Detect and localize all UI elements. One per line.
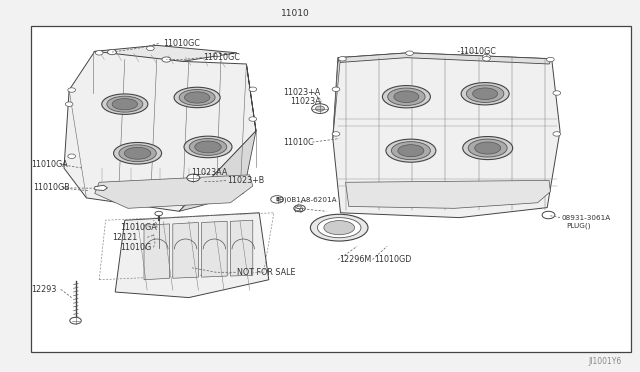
Circle shape (147, 46, 154, 51)
Ellipse shape (467, 85, 504, 102)
Text: 11010GA: 11010GA (31, 160, 67, 169)
Circle shape (249, 87, 257, 92)
Polygon shape (173, 222, 198, 278)
Circle shape (542, 211, 555, 219)
Text: 11023+B: 11023+B (227, 176, 264, 185)
Polygon shape (95, 45, 237, 61)
Ellipse shape (174, 87, 220, 108)
Text: 12296M: 12296M (339, 255, 371, 264)
Circle shape (108, 49, 116, 55)
Ellipse shape (114, 142, 161, 164)
Bar (31, 26, 631, 352)
Text: (B)0B1A8-6201A: (B)0B1A8-6201A (276, 197, 337, 203)
Text: 08931-3061A: 08931-3061A (562, 215, 611, 221)
Ellipse shape (386, 139, 436, 162)
Circle shape (316, 106, 324, 111)
Polygon shape (144, 224, 170, 280)
Text: NOT FOR SALE: NOT FOR SALE (237, 268, 295, 277)
Circle shape (553, 132, 561, 136)
Ellipse shape (195, 141, 221, 153)
Ellipse shape (119, 145, 156, 162)
Ellipse shape (475, 142, 500, 154)
Text: 11010GA: 11010GA (120, 223, 157, 232)
Ellipse shape (184, 92, 210, 103)
Circle shape (339, 57, 346, 61)
Circle shape (547, 57, 554, 62)
Text: 11010GD: 11010GD (374, 255, 412, 264)
Ellipse shape (184, 136, 232, 158)
Text: 11010C: 11010C (283, 138, 314, 147)
Text: 11010GC: 11010GC (460, 47, 497, 56)
Text: 11023AA: 11023AA (191, 169, 227, 177)
Text: 11010GB: 11010GB (33, 183, 70, 192)
Text: (S): (S) (293, 205, 303, 212)
Ellipse shape (392, 142, 430, 160)
Circle shape (483, 57, 490, 61)
Ellipse shape (463, 137, 513, 160)
Text: PLUG(): PLUG() (566, 223, 591, 230)
Polygon shape (64, 51, 256, 211)
Circle shape (187, 174, 200, 182)
Text: 12293: 12293 (31, 285, 56, 294)
Text: JI1001Y6: JI1001Y6 (589, 357, 622, 366)
Ellipse shape (461, 83, 509, 105)
Polygon shape (338, 53, 552, 64)
Text: 11023+A: 11023+A (283, 88, 320, 97)
Ellipse shape (468, 139, 507, 157)
Polygon shape (202, 221, 227, 277)
Text: 11010: 11010 (282, 9, 310, 18)
Circle shape (70, 317, 81, 324)
Ellipse shape (394, 91, 419, 103)
Circle shape (553, 91, 561, 95)
Ellipse shape (107, 96, 143, 112)
Circle shape (332, 132, 340, 136)
Circle shape (294, 205, 305, 212)
Circle shape (483, 54, 490, 59)
Ellipse shape (472, 88, 498, 100)
Circle shape (249, 117, 257, 121)
Ellipse shape (310, 214, 368, 241)
Ellipse shape (124, 147, 151, 159)
Circle shape (68, 154, 76, 158)
Ellipse shape (398, 145, 424, 157)
Polygon shape (179, 64, 256, 211)
Circle shape (406, 51, 413, 55)
Ellipse shape (102, 94, 148, 115)
Polygon shape (115, 213, 269, 298)
Ellipse shape (388, 88, 425, 105)
Circle shape (214, 52, 221, 57)
Circle shape (162, 57, 171, 62)
Text: B: B (275, 197, 279, 202)
Polygon shape (346, 180, 550, 208)
Circle shape (332, 87, 340, 92)
Circle shape (65, 102, 73, 106)
Circle shape (155, 211, 163, 216)
Text: 11010GC: 11010GC (163, 39, 200, 48)
Text: 11010GC: 11010GC (204, 53, 241, 62)
Polygon shape (333, 53, 560, 218)
Text: 11010G: 11010G (120, 243, 152, 252)
Text: 11023A: 11023A (290, 97, 321, 106)
Ellipse shape (189, 138, 227, 155)
Ellipse shape (112, 99, 138, 110)
Ellipse shape (383, 86, 431, 108)
Circle shape (95, 51, 103, 55)
Polygon shape (95, 185, 108, 190)
Polygon shape (95, 175, 253, 208)
Ellipse shape (179, 90, 215, 105)
Ellipse shape (317, 218, 361, 238)
Circle shape (312, 104, 328, 113)
Circle shape (68, 88, 76, 92)
Text: 12121: 12121 (112, 233, 137, 242)
Ellipse shape (324, 221, 355, 235)
Circle shape (271, 196, 284, 203)
Polygon shape (333, 58, 340, 138)
Polygon shape (230, 220, 253, 276)
